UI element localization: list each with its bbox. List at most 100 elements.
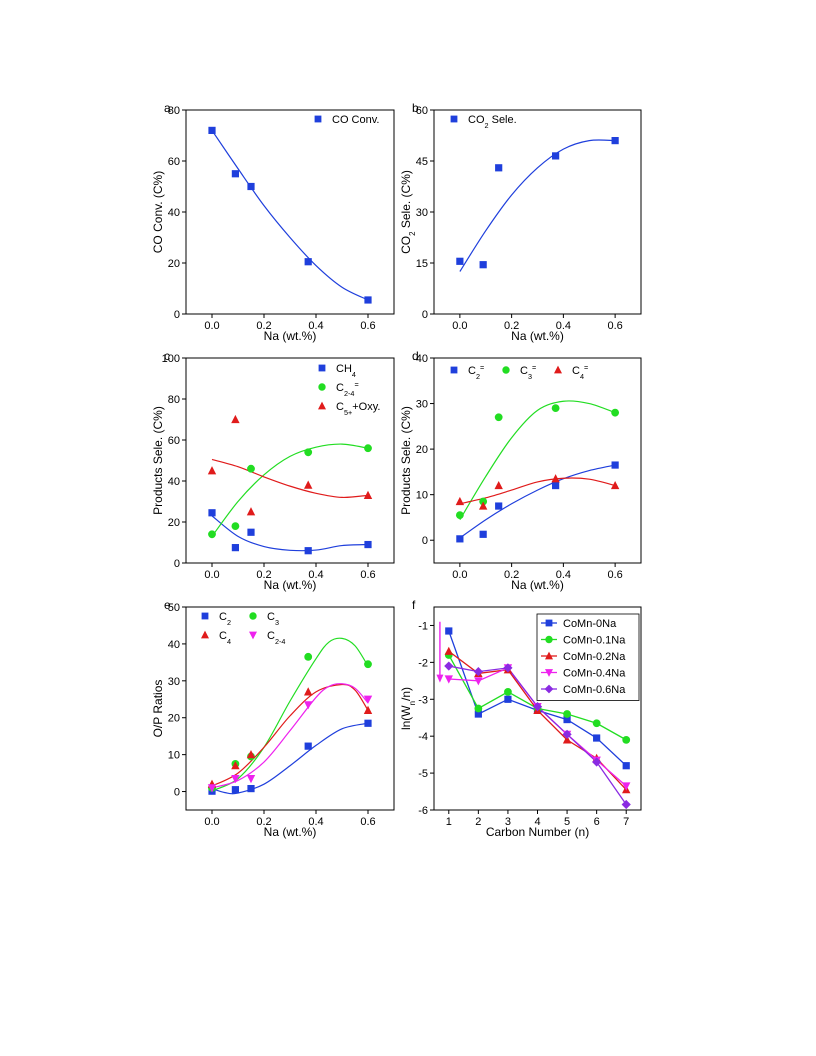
data-point [473, 666, 483, 677]
legend-marker [318, 364, 326, 372]
data-point [363, 490, 373, 499]
data-point [231, 414, 240, 424]
legend-item: CoMn-0.6Na [541, 684, 626, 696]
legend-label: C5++Oxy. [336, 401, 380, 417]
data-point [504, 695, 512, 703]
legend-item: CoMn-0.4Na [541, 668, 626, 680]
data-point [563, 710, 571, 718]
data-point [247, 528, 255, 536]
y-tick-label: 100 [162, 353, 180, 365]
panel-label: d [412, 349, 419, 363]
y-tick-label: 10 [168, 750, 180, 762]
data-point [231, 761, 240, 770]
data-point [622, 782, 631, 791]
data-point [304, 448, 313, 457]
legend-marker [545, 635, 553, 644]
x-tick-label: 0.6 [360, 569, 375, 581]
legend-marker [201, 630, 209, 639]
trend-arrow-head [436, 674, 444, 683]
x-tick-label: 3 [505, 816, 511, 828]
legend-item: CoMn-0.2Na [541, 651, 626, 663]
data-point [246, 750, 256, 759]
legend-label: C2= [468, 363, 484, 381]
data-point [455, 496, 465, 506]
data-point [494, 413, 503, 422]
fit-curve [459, 139, 616, 272]
x-tick-label: 0.2 [504, 569, 519, 581]
data-point [231, 544, 239, 552]
data-point [593, 734, 601, 742]
legend-label: CoMn-0.6Na [563, 684, 626, 696]
y-tick-label: 30 [168, 676, 180, 688]
data-point [503, 663, 513, 673]
legend: CoMn-0Na CoMn-0.1Na CoMn-0.2Na CoMn-0.4Na Co… [536, 613, 640, 701]
y-tick-label: 60 [168, 156, 180, 168]
data-point [552, 152, 560, 160]
legend: CO2 Sele. [450, 114, 517, 130]
x-axis-label: Na (wt.%) [511, 329, 564, 343]
legend-item: C2-4 [249, 630, 285, 646]
data-point [246, 775, 256, 784]
panel-d: 0.0 0.2 0.4 0.6 0 10 20 30 40 Na (wt.%) Products S… [399, 349, 642, 592]
x-axis-label: Na (wt.%) [264, 825, 317, 839]
data-point [304, 687, 313, 696]
legend-item: C2 [201, 611, 231, 627]
data-point [304, 258, 312, 266]
x-tick-label: 2 [475, 816, 481, 828]
data-point [304, 742, 312, 750]
legend-label: C2-4= [336, 380, 359, 398]
legend-label: CoMn-0.4Na [563, 668, 626, 680]
panel-b: 0.0 0.2 0.4 0.6 0 15 30 45 60 Na (wt.%) CO2 Sele. … [399, 101, 642, 343]
legend-marker [314, 115, 322, 123]
data-point [444, 661, 454, 671]
x-tick-label: 5 [564, 816, 570, 828]
plot-frame [185, 606, 395, 811]
legend-label: CO Conv. [332, 114, 379, 126]
data-point [445, 627, 453, 635]
x-axis-label: Na (wt.%) [511, 578, 564, 592]
y-tick-label: 20 [168, 517, 180, 529]
fit-curve [211, 683, 369, 787]
y-tick-label: 20 [168, 258, 180, 270]
legend-marker [249, 631, 257, 640]
legend-item: CH4 [318, 363, 356, 379]
fit-curve [211, 683, 369, 789]
x-tick-label: 0.2 [256, 816, 271, 828]
panel-label: a [164, 101, 171, 115]
y-tick-label: 20 [168, 713, 180, 725]
data-point [474, 704, 483, 713]
data-point [611, 408, 620, 417]
x-tick-label: 0.4 [308, 816, 323, 828]
x-axis-label: Carbon Number (n) [486, 825, 589, 839]
data-point [363, 695, 373, 704]
legend-marker [545, 619, 553, 627]
y-tick-label: 0 [422, 535, 428, 547]
legend-item: C4= [554, 363, 588, 381]
data-point [231, 522, 240, 530]
fit-curve [211, 515, 369, 552]
data-point [551, 474, 560, 483]
fit-curve [211, 637, 369, 792]
legend-item: CO2 Sele. [450, 114, 517, 130]
panel-label: b [412, 101, 419, 115]
data-point [495, 164, 503, 172]
x-tick-label: 0.0 [452, 569, 467, 581]
x-tick-label: 0.2 [256, 569, 271, 581]
legend-label: CH4 [336, 363, 356, 379]
y-tick-label: -2 [418, 657, 428, 669]
legend-label: C3 [267, 611, 279, 627]
fit-curve [459, 400, 616, 521]
data-point [363, 705, 373, 714]
data-point [562, 735, 572, 744]
y-axis-label: Products Sele. (C%) [151, 406, 165, 515]
fit-curve [459, 464, 616, 539]
data-point [208, 530, 216, 539]
data-point [532, 702, 543, 712]
y-tick-label: 10 [416, 490, 428, 502]
legend-label: CoMn-0.1Na [563, 635, 626, 647]
x-tick-label: 0.6 [607, 569, 622, 581]
legend-marker [201, 612, 209, 620]
data-point [208, 509, 216, 517]
